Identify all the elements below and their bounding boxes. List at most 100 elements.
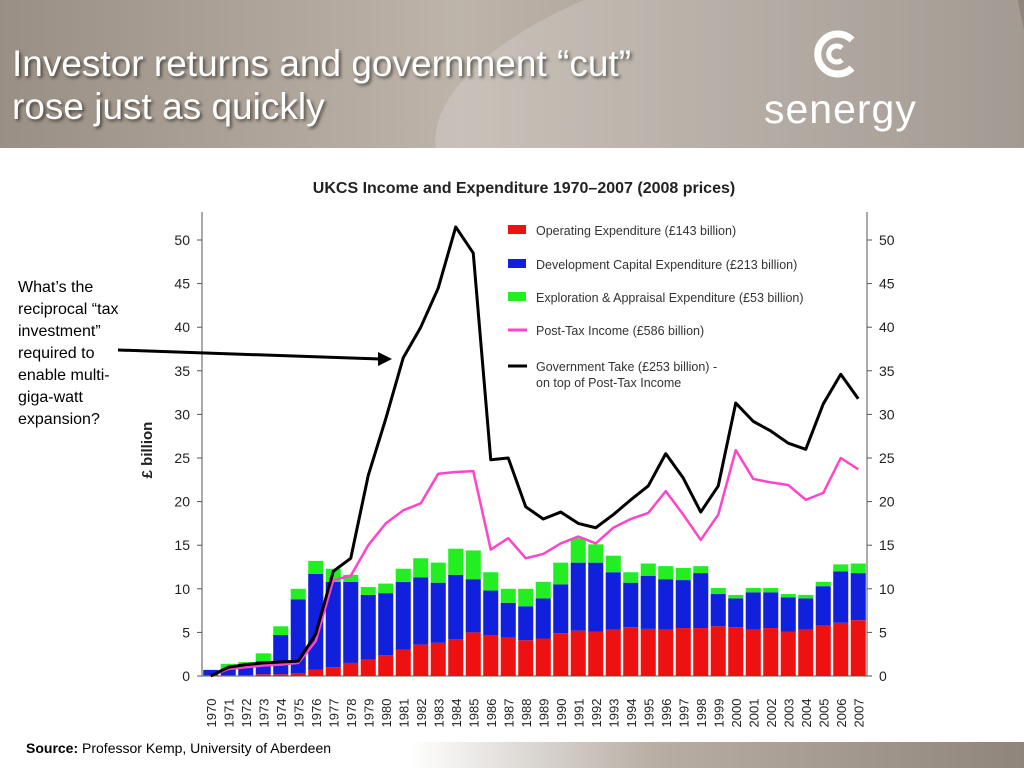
y-tick-label-right: 30 bbox=[879, 406, 895, 422]
bar-opex bbox=[395, 649, 411, 676]
x-tick-label: 1996 bbox=[659, 699, 674, 728]
x-tick-label: 1976 bbox=[309, 699, 324, 728]
bar-opex bbox=[623, 627, 639, 676]
bar-opex bbox=[220, 675, 236, 676]
bar-opex bbox=[465, 632, 481, 676]
bar-explore bbox=[745, 587, 761, 593]
bar-opex bbox=[710, 626, 726, 676]
y-tick-label-left: 45 bbox=[174, 276, 190, 292]
bar-explore bbox=[588, 544, 604, 563]
bar-explore bbox=[273, 626, 289, 636]
bar-opex bbox=[640, 628, 656, 676]
annotation-line: reciprocal “tax bbox=[18, 301, 119, 318]
bar-devcap bbox=[273, 635, 289, 675]
bar-opex bbox=[308, 669, 324, 676]
x-tick-label: 1981 bbox=[396, 699, 411, 728]
y-tick-label-right: 15 bbox=[879, 537, 895, 553]
bar-opex bbox=[448, 639, 464, 676]
bar-opex bbox=[798, 629, 814, 676]
bar-devcap bbox=[220, 669, 236, 676]
x-tick-label: 1990 bbox=[554, 699, 569, 728]
y-tick-label-right: 25 bbox=[879, 450, 895, 466]
bar-opex bbox=[518, 640, 534, 676]
x-tick-label: 1993 bbox=[606, 699, 621, 728]
x-tick-label: 1989 bbox=[536, 699, 551, 728]
line-posttax bbox=[210, 448, 859, 678]
bar-explore bbox=[343, 574, 359, 582]
bar-devcap bbox=[815, 586, 831, 626]
bar-devcap bbox=[745, 592, 761, 630]
bar-explore bbox=[500, 588, 516, 603]
bar-devcap bbox=[588, 562, 604, 632]
bar-opex bbox=[588, 631, 604, 676]
bar-opex bbox=[605, 629, 621, 676]
annotation-arrowhead bbox=[378, 352, 392, 366]
legend-label-govtake: Government Take (£253 billion) - bbox=[536, 360, 717, 374]
bar-opex bbox=[255, 674, 271, 676]
x-tick-label: 1997 bbox=[676, 699, 691, 728]
bar-explore bbox=[483, 572, 499, 591]
bar-devcap bbox=[605, 572, 621, 630]
bar-devcap bbox=[483, 590, 499, 636]
y-tick-label-right: 10 bbox=[879, 581, 895, 597]
x-tick-label: 1991 bbox=[571, 699, 586, 728]
y-tick-label-left: 5 bbox=[182, 624, 190, 640]
y-tick-label-left: 30 bbox=[174, 406, 190, 422]
bar-devcap bbox=[640, 575, 656, 629]
bar-devcap bbox=[203, 669, 219, 676]
bar-opex bbox=[833, 622, 849, 676]
slide-header: Investor returns and government “cut” ro… bbox=[0, 0, 1024, 148]
x-tick-label: 1970 bbox=[204, 699, 219, 728]
bar-explore bbox=[360, 587, 376, 595]
bar-devcap bbox=[448, 574, 464, 640]
legend-label-posttax: Post-Tax Income (£586 billion) bbox=[536, 324, 704, 338]
legend-label-explore: Exploration & Appraisal Expenditure (£53… bbox=[536, 291, 804, 305]
y-axis-label: £ billion bbox=[139, 422, 156, 479]
source-text: Professor Kemp, University of Aberdeen bbox=[82, 740, 332, 756]
bar-devcap bbox=[728, 598, 744, 628]
legend-swatch-devcap bbox=[508, 259, 526, 268]
legend-swatch-opex bbox=[508, 225, 526, 234]
bar-explore bbox=[518, 588, 534, 607]
annotation-line: expansion? bbox=[18, 411, 100, 428]
bar-explore bbox=[763, 587, 779, 593]
footer-bar bbox=[410, 742, 1024, 768]
x-tick-label: 1987 bbox=[501, 699, 516, 728]
y-tick-label-right: 45 bbox=[879, 276, 895, 292]
bar-explore bbox=[535, 581, 551, 599]
bar-opex bbox=[483, 635, 499, 676]
annotation-text: What’s the reciprocal “tax investment” requ… bbox=[18, 277, 150, 431]
y-tick-label-left: 10 bbox=[174, 581, 190, 597]
annotation-line: investment” bbox=[18, 323, 101, 340]
slide-title-line-1: Investor returns and government “cut” bbox=[12, 43, 632, 84]
bar-explore bbox=[850, 563, 866, 574]
y-tick-label-right: 5 bbox=[879, 624, 887, 640]
bar-opex bbox=[658, 629, 674, 676]
bar-devcap bbox=[518, 606, 534, 641]
annotation-line: required to bbox=[18, 345, 95, 362]
x-tick-label: 1980 bbox=[379, 699, 394, 728]
bar-opex bbox=[815, 625, 831, 676]
bar-devcap bbox=[535, 598, 551, 639]
bar-devcap bbox=[343, 581, 359, 663]
bar-opex bbox=[360, 659, 376, 676]
y-tick-label-right: 35 bbox=[879, 363, 895, 379]
bar-devcap bbox=[693, 573, 709, 629]
bar-explore bbox=[290, 588, 306, 600]
x-tick-label: 1988 bbox=[519, 699, 534, 728]
bar-explore bbox=[675, 567, 691, 581]
bar-explore bbox=[833, 564, 849, 572]
x-tick-label: 2001 bbox=[746, 699, 761, 728]
bar-explore bbox=[658, 566, 674, 580]
bar-devcap bbox=[430, 582, 446, 643]
chart-title: UKCS Income and Expenditure 1970–2007 (2… bbox=[313, 180, 735, 197]
bar-devcap bbox=[553, 584, 569, 634]
bar-devcap bbox=[763, 592, 779, 629]
bar-devcap bbox=[658, 579, 674, 630]
y-tick-label-left: 0 bbox=[182, 668, 190, 684]
x-tick-label: 1992 bbox=[589, 699, 604, 728]
x-tick-label: 1983 bbox=[431, 699, 446, 728]
y-tick-label-left: 50 bbox=[174, 232, 190, 248]
bar-explore bbox=[395, 568, 411, 582]
